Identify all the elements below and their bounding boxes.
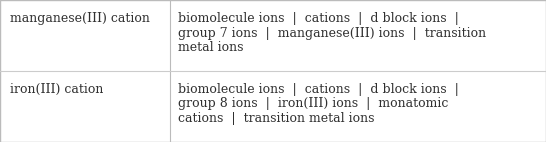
Text: metal ions: metal ions (178, 41, 244, 54)
Text: group 8 ions  |  iron(III) ions  |  monatomic: group 8 ions | iron(III) ions | monatomi… (178, 98, 448, 110)
Text: iron(III) cation: iron(III) cation (10, 83, 103, 96)
Text: manganese(III) cation: manganese(III) cation (10, 12, 150, 25)
Text: cations  |  transition metal ions: cations | transition metal ions (178, 112, 375, 125)
Text: biomolecule ions  |  cations  |  d block ions  |: biomolecule ions | cations | d block ion… (178, 12, 459, 25)
Text: group 7 ions  |  manganese(III) ions  |  transition: group 7 ions | manganese(III) ions | tra… (178, 27, 486, 39)
Text: biomolecule ions  |  cations  |  d block ions  |: biomolecule ions | cations | d block ion… (178, 83, 459, 96)
